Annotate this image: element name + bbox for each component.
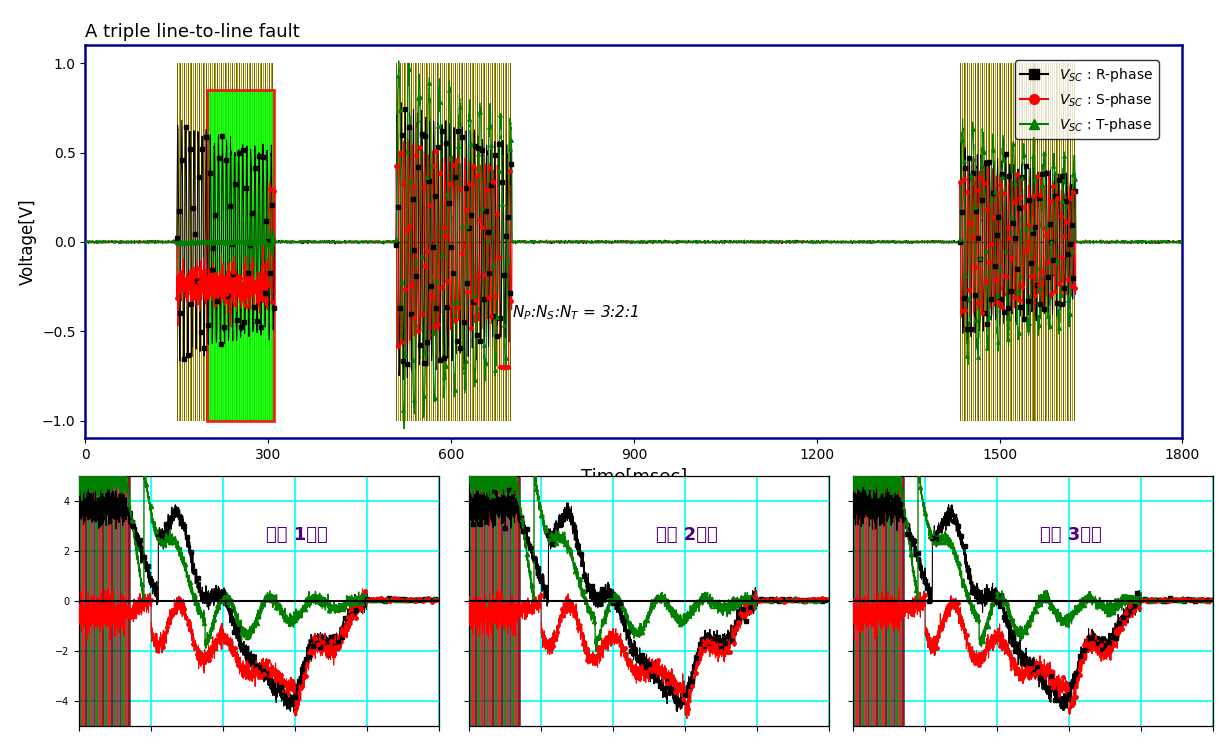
Bar [113, 476, 116, 726]
Bar [472, 476, 474, 726]
Bar [518, 476, 521, 726]
Bar [96, 476, 99, 726]
Bar [868, 476, 869, 726]
Bar [486, 476, 489, 726]
Bar [117, 476, 118, 726]
Bar [862, 476, 863, 726]
Bar [102, 476, 104, 726]
Bar [480, 476, 483, 726]
Bar [856, 476, 858, 726]
Bar [105, 476, 107, 726]
Bar [864, 476, 867, 726]
Bar [469, 476, 471, 726]
Bar [495, 476, 497, 726]
X-axis label: Time[msec]: Time[msec] [580, 468, 688, 486]
Bar [885, 476, 886, 726]
Bar [499, 476, 500, 726]
Text: $N_P$:$N_S$:$N_T$ = 3:2:1: $N_P$:$N_S$:$N_T$ = 3:2:1 [512, 303, 639, 321]
Bar [111, 476, 112, 726]
Bar [79, 476, 80, 726]
Bar [512, 476, 514, 726]
Bar [503, 476, 506, 726]
Bar [490, 476, 491, 726]
Bar [507, 476, 508, 726]
Bar [879, 476, 881, 726]
Bar [128, 476, 130, 726]
Bar [853, 476, 855, 726]
Bar [896, 476, 898, 726]
Y-axis label: Voltage[V]: Voltage[V] [18, 199, 37, 285]
Bar [85, 476, 87, 726]
Bar [859, 476, 861, 726]
Bar [870, 476, 873, 726]
Bar [119, 476, 121, 726]
Bar [492, 476, 494, 726]
Bar [501, 476, 502, 726]
Bar [510, 476, 511, 726]
Text: 회복 3주기: 회복 3주기 [1040, 526, 1102, 544]
Bar [894, 476, 895, 726]
Bar [478, 476, 479, 726]
Bar [887, 476, 890, 726]
Bar [891, 476, 892, 726]
Bar [475, 476, 477, 726]
Bar [900, 476, 901, 726]
Bar [108, 476, 110, 726]
Text: A triple line-to-line fault: A triple line-to-line fault [85, 23, 300, 41]
Bar [207, 90, 274, 420]
Bar [122, 476, 124, 726]
Bar [82, 476, 84, 726]
Bar [126, 476, 127, 726]
Bar [516, 476, 517, 726]
Legend: $V_{SC}$ : R-phase, $V_{SC}$ : S-phase, $V_{SC}$ : T-phase: $V_{SC}$ : R-phase, $V_{SC}$ : S-phase, … [1015, 60, 1159, 139]
Bar [874, 476, 875, 726]
Text: 회복 2주기: 회복 2주기 [656, 526, 718, 544]
Bar [100, 476, 101, 726]
Text: 회복 1주기: 회복 1주기 [266, 526, 328, 544]
Bar [883, 476, 884, 726]
Bar [90, 476, 93, 726]
Bar [902, 476, 904, 726]
Bar [876, 476, 878, 726]
Bar [88, 476, 89, 726]
Bar [94, 476, 95, 726]
Bar [484, 476, 485, 726]
